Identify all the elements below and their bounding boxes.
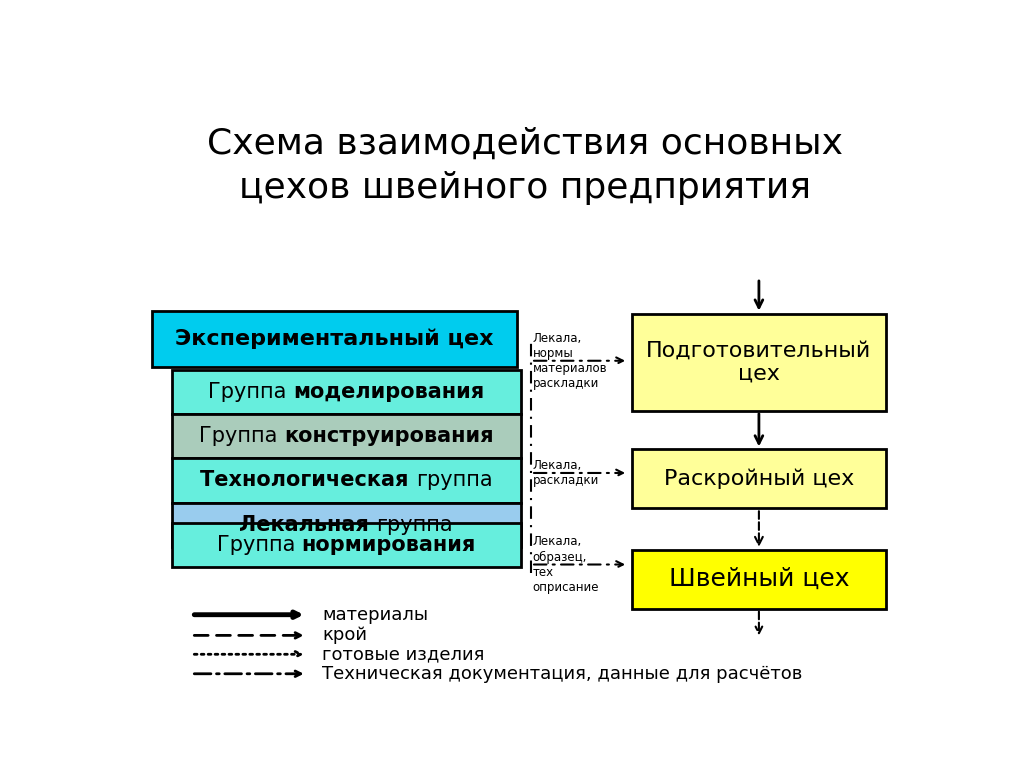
FancyBboxPatch shape bbox=[632, 550, 886, 609]
FancyBboxPatch shape bbox=[632, 449, 886, 509]
Text: крой: крой bbox=[323, 627, 368, 644]
Text: Экспериментальный цех: Экспериментальный цех bbox=[175, 328, 494, 349]
Text: Техническая документация, данные для расчётов: Техническая документация, данные для рас… bbox=[323, 665, 803, 683]
Text: Лекала,
образец,
тех
оприсание: Лекала, образец, тех оприсание bbox=[532, 535, 599, 594]
Text: Швейный цех: Швейный цех bbox=[669, 568, 849, 591]
Text: группа: группа bbox=[377, 515, 453, 535]
Text: нормирования: нормирования bbox=[301, 535, 476, 555]
Text: Раскройный цех: Раскройный цех bbox=[664, 469, 854, 489]
Text: Группа: Группа bbox=[199, 426, 284, 446]
FancyBboxPatch shape bbox=[632, 314, 886, 411]
Text: моделирования: моделирования bbox=[293, 382, 484, 402]
Text: готовые изделия: готовые изделия bbox=[323, 645, 484, 663]
FancyBboxPatch shape bbox=[172, 414, 521, 458]
Text: Группа: Группа bbox=[216, 535, 301, 555]
Text: группа: группа bbox=[416, 470, 493, 490]
Text: Лекала,
нормы
материалов
раскладки: Лекала, нормы материалов раскладки bbox=[532, 332, 607, 390]
Text: Лекала,
раскладки: Лекала, раскладки bbox=[532, 459, 599, 487]
Text: конструирования: конструирования bbox=[284, 426, 494, 446]
FancyBboxPatch shape bbox=[172, 370, 521, 414]
FancyBboxPatch shape bbox=[152, 311, 517, 367]
FancyBboxPatch shape bbox=[172, 502, 521, 547]
Text: материалы: материалы bbox=[323, 606, 429, 624]
Text: Схема взаимодействия основных
цехов швейного предприятия: Схема взаимодействия основных цехов швей… bbox=[207, 127, 843, 206]
Text: Группа: Группа bbox=[208, 382, 293, 402]
FancyBboxPatch shape bbox=[172, 523, 521, 568]
Text: Лекальная: Лекальная bbox=[240, 515, 377, 535]
Text: Технологическая: Технологическая bbox=[200, 470, 416, 490]
Text: Подготовительный
цех: Подготовительный цех bbox=[646, 341, 871, 384]
FancyBboxPatch shape bbox=[172, 458, 521, 502]
